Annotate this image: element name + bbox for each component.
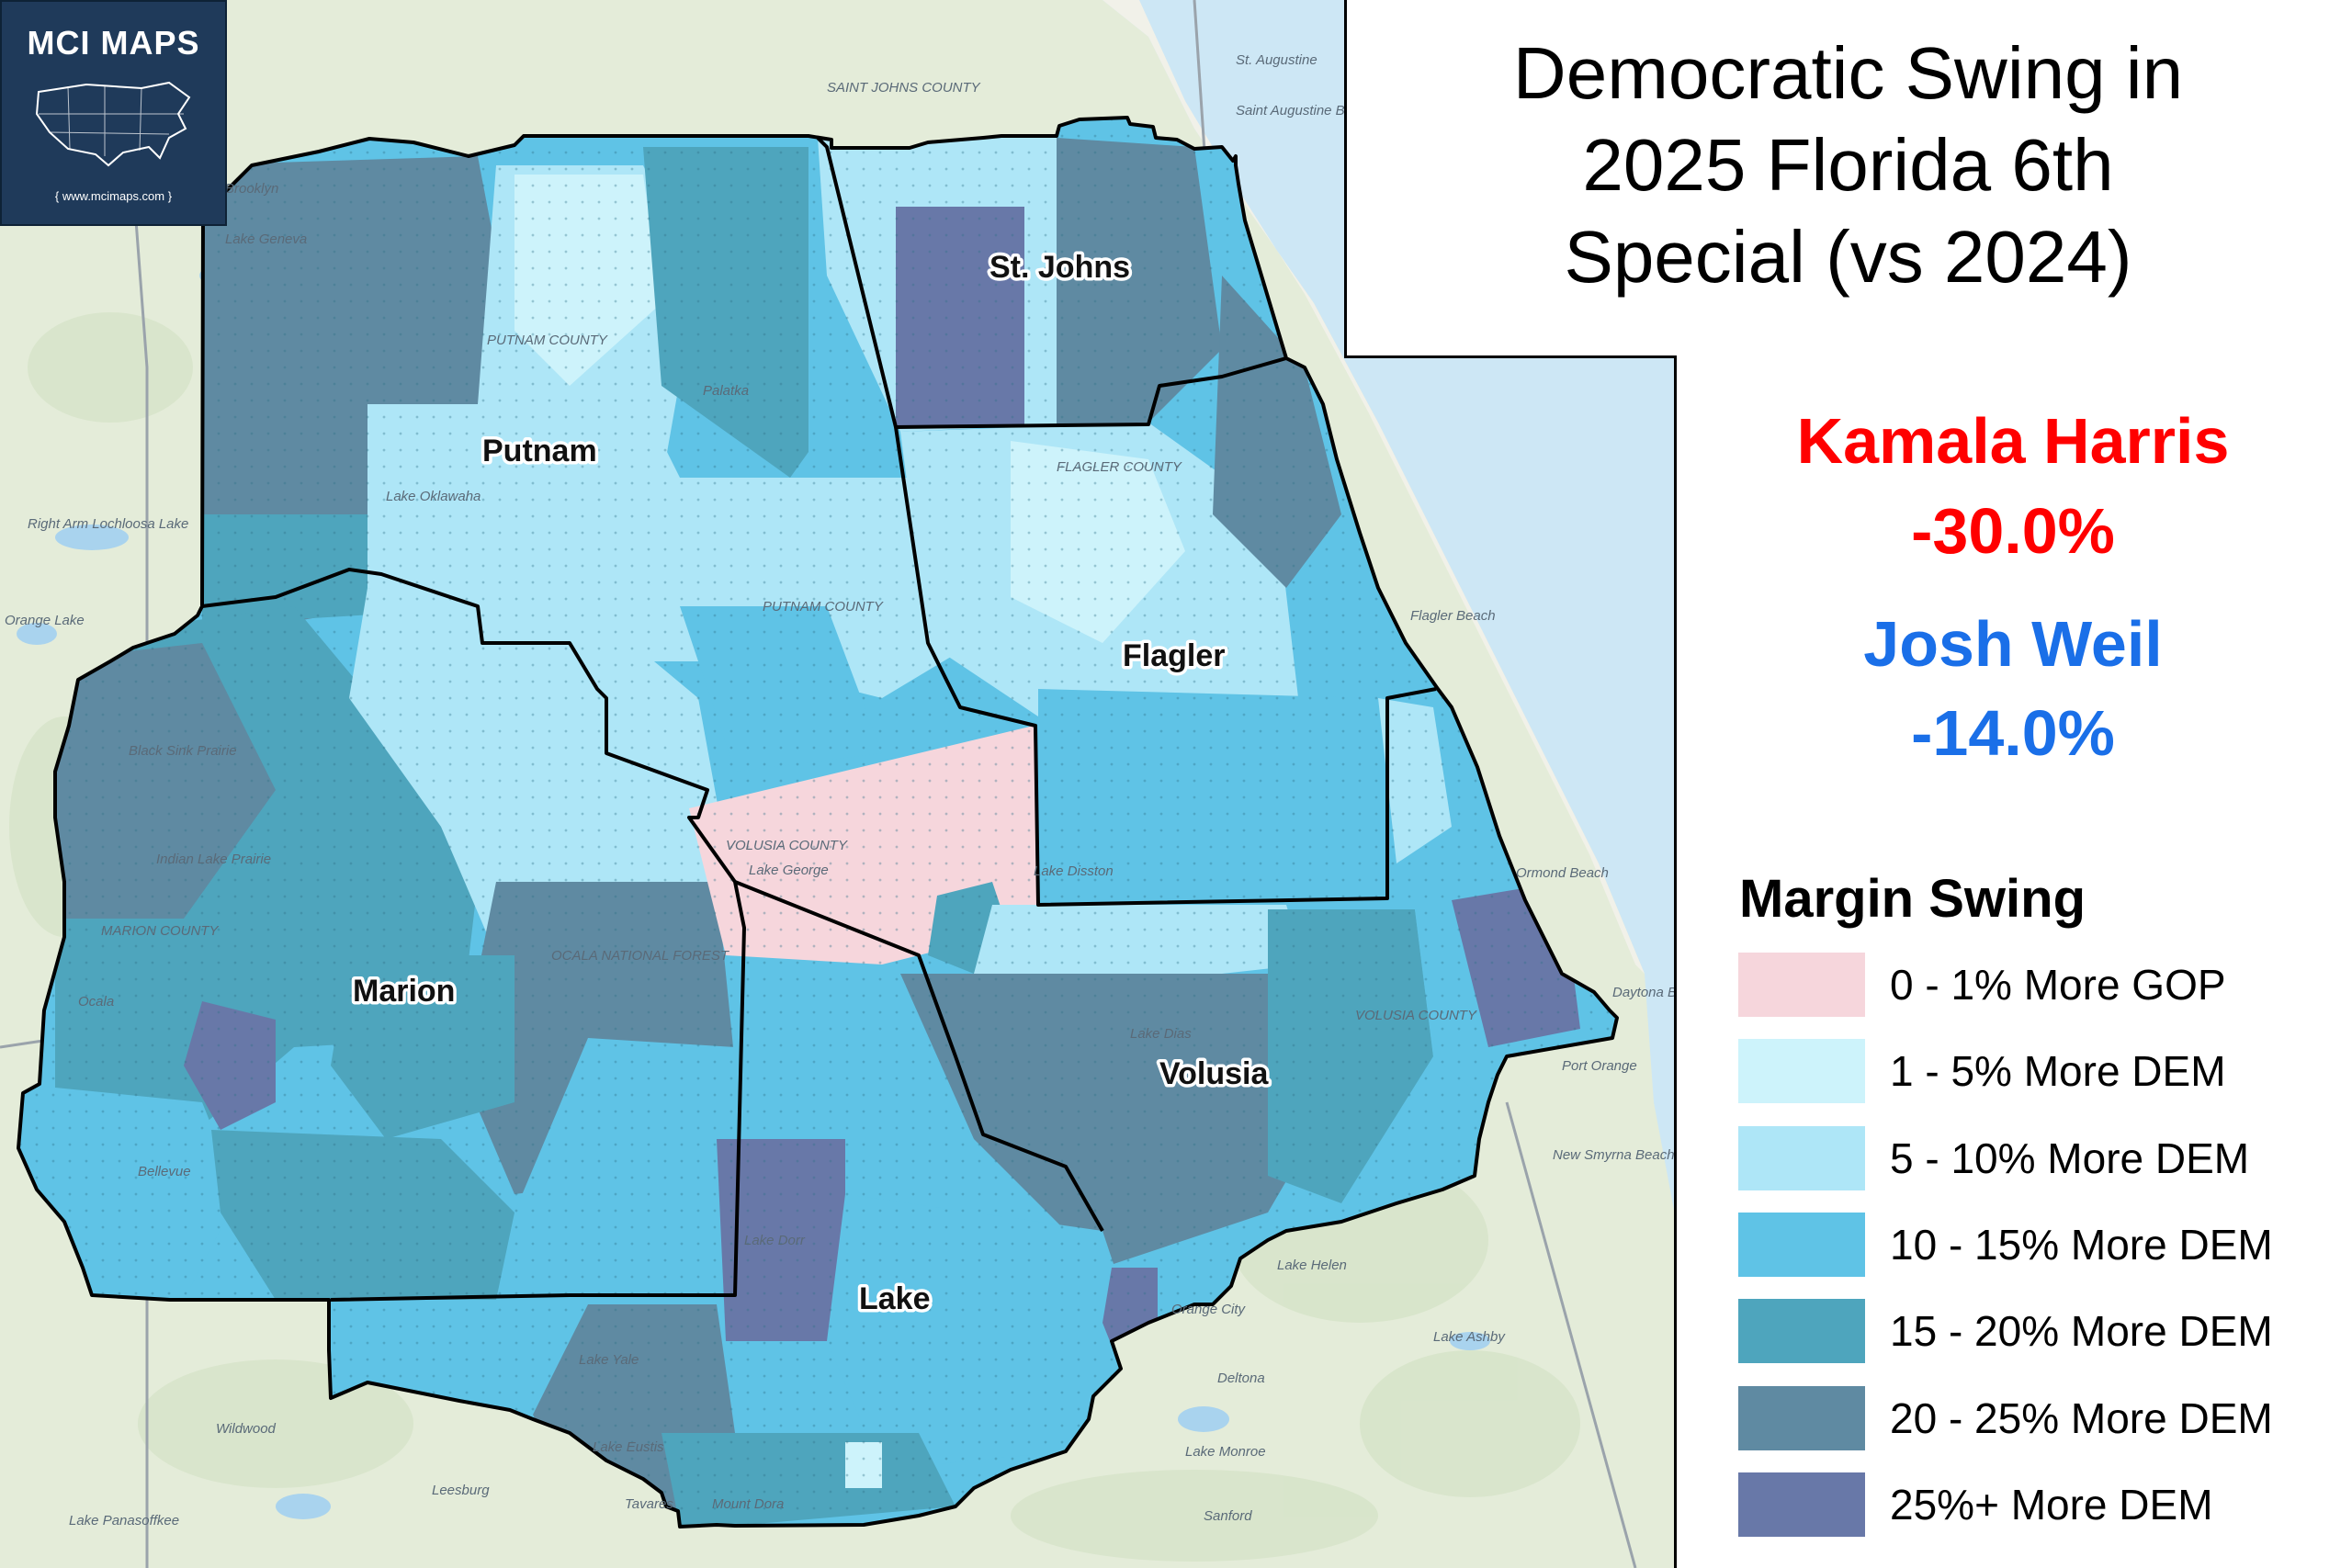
- basemap-label: Flagler Beach: [1410, 608, 1496, 624]
- basemap-label: Lake Monroe: [1185, 1444, 1266, 1460]
- county-label-group: Putnam St. Johns Flagler Marion Volusia …: [350, 247, 1272, 1320]
- county-label-volusia: Volusia: [1159, 1056, 1269, 1091]
- county-label-marion: Marion: [353, 974, 455, 1009]
- basemap-label: Black Sink Prairie: [129, 743, 237, 759]
- legend-item: 0 - 1% More GOP: [1738, 953, 2326, 1017]
- legend-label: 25%+ More DEM: [1890, 1481, 2213, 1529]
- basemap-label: MARION COUNTY: [101, 923, 219, 939]
- brand-logo: MCI MAPS { www.mcimaps.com }: [0, 0, 227, 226]
- legend-swatch: [1738, 1213, 1865, 1277]
- legend-swatch: [1738, 1386, 1865, 1450]
- legend-label: 0 - 1% More GOP: [1890, 961, 2226, 1009]
- basemap-label: St. Augustine: [1236, 52, 1317, 68]
- legend-label: 15 - 20% More DEM: [1890, 1307, 2273, 1355]
- basemap-label: Ormond Beach: [1516, 865, 1609, 881]
- brand-name: MCI MAPS: [27, 24, 200, 62]
- basemap-label: Brooklyn: [225, 181, 278, 197]
- basemap-label: Lake Ashby: [1433, 1329, 1506, 1345]
- legend-item: 10 - 15% More DEM: [1738, 1213, 2326, 1277]
- legend-swatch: [1738, 1039, 1865, 1103]
- legend-title: Margin Swing: [1739, 869, 2086, 929]
- basemap-label: Lake Oklawaha: [386, 489, 481, 504]
- title-line-2: 2025 Florida 6th: [1582, 124, 2114, 206]
- legend-swatch: [1738, 1472, 1865, 1537]
- basemap-label: Mount Dora: [712, 1496, 784, 1512]
- basemap-label: PUTNAM COUNTY: [487, 333, 608, 348]
- basemap-label: Lake George: [749, 863, 829, 878]
- legend-label: 1 - 5% More DEM: [1890, 1047, 2226, 1095]
- basemap-label: Lake Panasoffkee: [69, 1513, 179, 1529]
- map-title: Democratic Swing in 2025 Florida 6th Spe…: [1344, 28, 2352, 303]
- basemap-label: Wildwood: [216, 1421, 277, 1437]
- basemap-label: VOLUSIA COUNTY: [726, 838, 848, 853]
- legend-label: 5 - 10% More DEM: [1890, 1134, 2250, 1182]
- legend-swatch: [1738, 1299, 1865, 1363]
- legend-label: 20 - 25% More DEM: [1890, 1394, 2273, 1442]
- brand-url: { www.mcimaps.com }: [54, 189, 173, 203]
- candidate-2-pct: -14.0%: [1911, 697, 2115, 769]
- basemap-label: VOLUSIA COUNTY: [1355, 1008, 1477, 1023]
- basemap-label: Port Orange: [1562, 1058, 1637, 1074]
- basemap-label: Lake Yale: [579, 1352, 639, 1368]
- county-label-putnam: Putnam: [482, 434, 597, 468]
- legend-item: 15 - 20% More DEM: [1738, 1299, 2326, 1363]
- candidate-1-pct: -30.0%: [1911, 495, 2115, 567]
- basemap-label: Tavares: [625, 1496, 673, 1512]
- candidate-2-name: Josh Weil: [1863, 608, 2163, 680]
- basemap-label: SAINT JOHNS COUNTY: [827, 80, 981, 96]
- legend-item: 20 - 25% More DEM: [1738, 1386, 2326, 1450]
- county-borders: [17, 116, 1619, 1529]
- basemap-label: Leesburg: [432, 1483, 490, 1498]
- basemap-label: Right Arm Lochloosa Lake: [28, 516, 188, 532]
- legend-item: 25%+ More DEM: [1738, 1472, 2326, 1537]
- candidate-1-name: Kamala Harris: [1796, 405, 2230, 477]
- legend-item: 5 - 10% More DEM: [1738, 1126, 2326, 1190]
- basemap-label: Lake Geneva: [225, 231, 307, 247]
- basemap-label: Lake Eustis: [593, 1439, 664, 1455]
- basemap-label: Lake Dias: [1130, 1026, 1192, 1042]
- basemap-label: PUTNAM COUNTY: [763, 599, 884, 615]
- basemap-label: Deltona: [1217, 1371, 1265, 1386]
- legend-swatch: [1738, 953, 1865, 1017]
- basemap-label: Orange City: [1171, 1302, 1247, 1317]
- county-label-flagler: Flagler: [1123, 638, 1225, 673]
- basemap-label: Ocala: [78, 994, 114, 1010]
- basemap-lakes: [17, 266, 1490, 1519]
- basemap-label: Saint Augustine Beach: [1236, 103, 1374, 118]
- legend-label: 10 - 15% More DEM: [1890, 1221, 2273, 1269]
- basemap-label: OCALA NATIONAL FOREST: [551, 948, 730, 964]
- basemap-label: Indian Lake Prairie: [156, 852, 271, 867]
- basemap-label: Palatka: [703, 383, 749, 399]
- basemap-label-group: SAINT JOHNS COUNTY St. Augustine Saint A…: [5, 52, 1707, 1529]
- legend-swatch: [1738, 1126, 1865, 1190]
- county-label-st-johns: St. Johns: [989, 250, 1130, 285]
- basemap-label: Orange Lake: [5, 613, 85, 628]
- title-panel: [1344, 0, 2352, 358]
- usa-map-icon: [35, 81, 191, 167]
- county-label-lake: Lake: [859, 1281, 931, 1316]
- basemap-label: Lake Helen: [1277, 1258, 1347, 1273]
- title-line-3: Special (vs 2024): [1564, 216, 2132, 298]
- basemap-label: New Smyrna Beach: [1553, 1147, 1675, 1163]
- legend-item: 1 - 5% More DEM: [1738, 1039, 2326, 1103]
- basemap-label: Lake Disston: [1034, 863, 1114, 879]
- title-line-1: Democratic Swing in: [1512, 32, 2184, 114]
- basemap-label: Lake Dorr: [744, 1233, 806, 1248]
- basemap-label: Bellevue: [138, 1164, 191, 1179]
- basemap-label: FLAGLER COUNTY: [1057, 459, 1182, 475]
- basemap-label: Sanford: [1204, 1508, 1252, 1524]
